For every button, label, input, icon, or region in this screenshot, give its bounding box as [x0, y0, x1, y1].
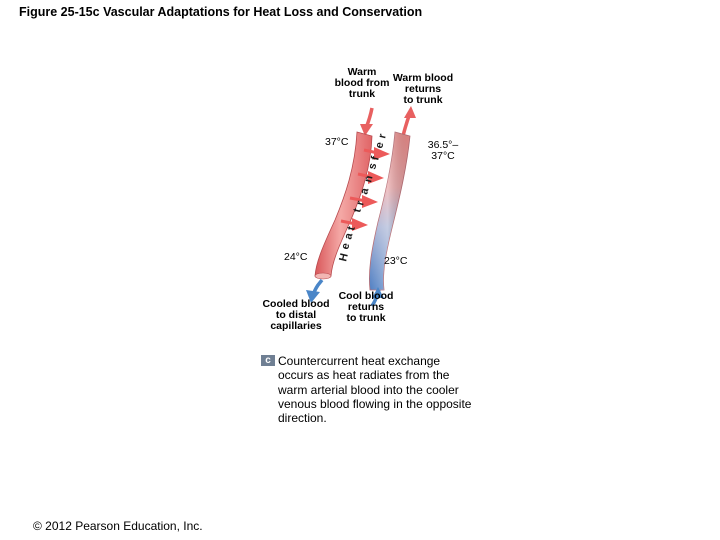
cooled-blood-out-arrow [306, 278, 324, 303]
heat-letter: a [358, 186, 371, 196]
label-line: blood from [334, 77, 390, 89]
label-line: returns [404, 83, 442, 95]
vein-bottom-temp: 23°C [384, 255, 408, 267]
heat-letter: a [342, 231, 355, 241]
temp-line: 37°C [431, 150, 455, 162]
caption-text: Countercurrent heat exchange occurs as h… [278, 354, 472, 426]
copyright-notice: © 2012 Pearson Education, Inc. [33, 519, 203, 533]
cool-blood-in-arrow [370, 287, 384, 307]
artery-top-temp: 37°C [325, 136, 349, 148]
heat-letter: e [373, 141, 386, 150]
artery-bottom-temp: 24°C [284, 251, 308, 263]
cooled-blood-label: Cooled blood to distal capillaries [258, 299, 334, 332]
warm-blood-returns-label: Warm blood returns to trunk [389, 73, 457, 106]
heat-letter: n [362, 174, 375, 184]
heat-letter: e [339, 242, 352, 251]
warm-blood-return-arrow [401, 106, 416, 137]
label-line: to trunk [346, 312, 386, 324]
vein-top-temp: 36.5°– 37°C [425, 140, 461, 162]
heat-transfer-label: H e a t t r a n s f e r [337, 132, 389, 263]
heat-letter: r [376, 132, 389, 140]
heat-letter: s [366, 162, 379, 171]
label-line: to trunk [403, 94, 443, 106]
label-line: returns [347, 301, 385, 313]
warm-blood-in-arrow [360, 107, 374, 136]
figure-caption: c Countercurrent heat exchange occurs as… [261, 354, 476, 425]
label-line: trunk [348, 88, 376, 100]
label-line: Warm blood [392, 72, 454, 84]
warm-blood-from-trunk-label: Warm blood from trunk [330, 67, 394, 100]
heat-letter: H [337, 252, 351, 263]
label-line: capillaries [270, 320, 322, 332]
heat-arrows [340, 147, 390, 231]
label-line: Cooled blood [262, 298, 330, 310]
label-line: to distal [275, 309, 317, 321]
vein [368, 131, 411, 291]
figure-title: Figure 25-15c Vascular Adaptations for H… [19, 5, 423, 19]
panel-badge: c [261, 355, 275, 366]
cool-blood-returns-label: Cool blood returns to trunk [334, 291, 398, 324]
heat-letter: t [345, 225, 358, 232]
heat-letter: t [351, 207, 364, 214]
label-line: Cool blood [338, 290, 394, 302]
heat-letter: r [354, 199, 367, 207]
label-line: Warm [347, 66, 377, 78]
heat-letter: f [369, 155, 382, 162]
artery [314, 131, 373, 280]
temp-line: 36.5°– [427, 139, 459, 151]
